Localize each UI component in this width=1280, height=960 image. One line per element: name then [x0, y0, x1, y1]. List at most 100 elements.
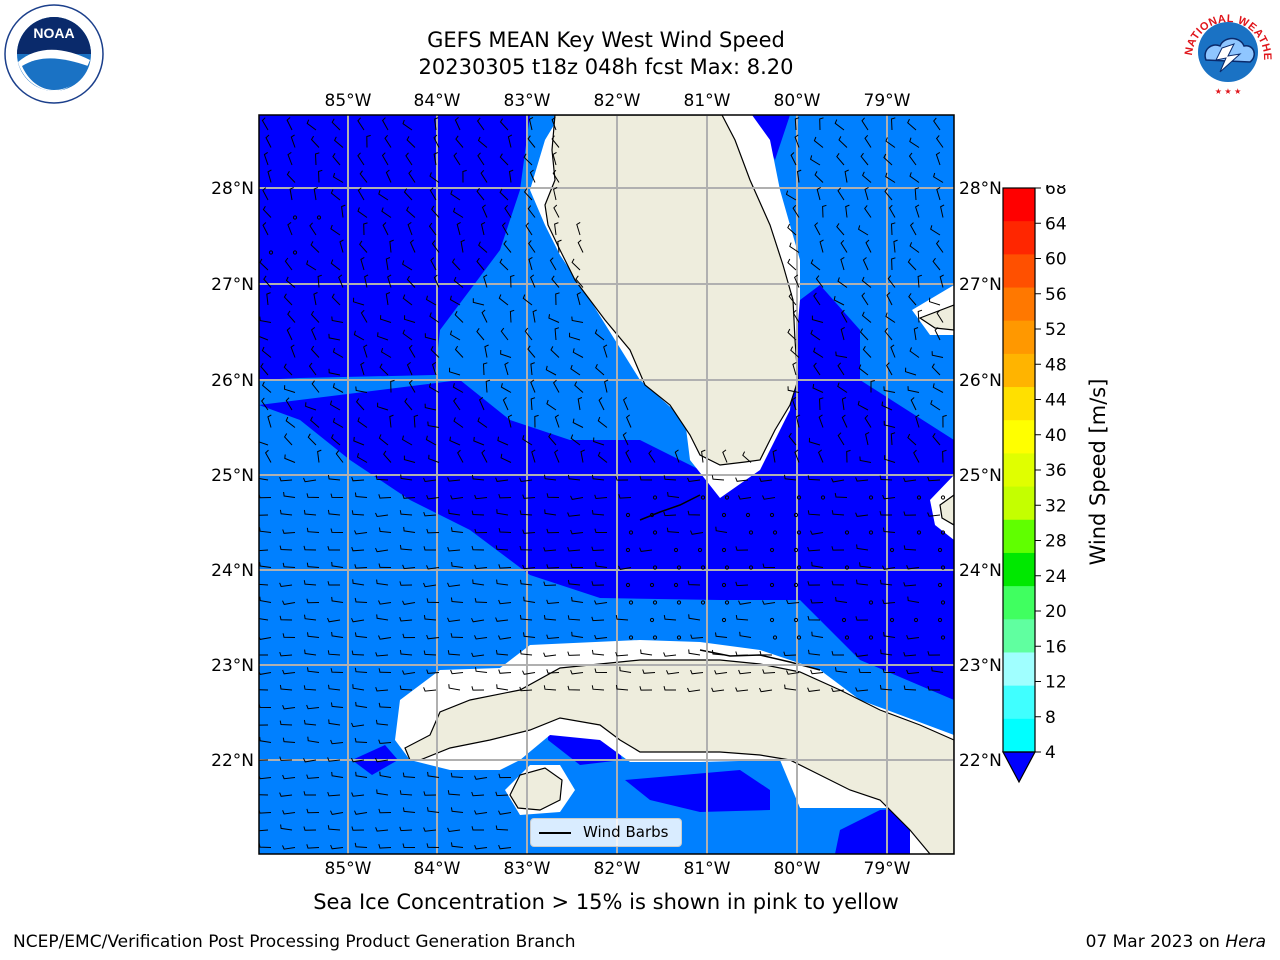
wind-barb	[862, 345, 872, 358]
wind-barb	[891, 257, 896, 271]
wind-barb	[387, 274, 392, 288]
wind-barb	[451, 258, 461, 271]
calm-marker	[793, 617, 799, 623]
wind-barb	[476, 117, 485, 131]
wind-barb	[927, 651, 941, 656]
wind-barb	[841, 397, 847, 411]
wind-barb	[449, 330, 461, 341]
wind-barb	[355, 771, 368, 778]
wind-barb	[309, 222, 317, 236]
wind-barb	[933, 117, 941, 131]
wind-barb	[311, 380, 320, 393]
wind-barb	[259, 316, 272, 323]
wind-barb	[385, 292, 391, 306]
wind-barb	[498, 810, 512, 815]
wind-barb	[907, 433, 917, 446]
wind-barb	[402, 119, 413, 131]
wind-barb	[836, 153, 845, 166]
wind-barb	[759, 477, 773, 482]
wind-barb	[476, 257, 485, 271]
wind-barb	[403, 526, 416, 533]
lon-label: 79°W	[864, 859, 911, 879]
wind-barb	[306, 774, 320, 779]
wind-barb	[880, 649, 893, 656]
calm-marker	[889, 547, 895, 553]
lat-label: 22°N	[211, 751, 254, 771]
wind-barb	[811, 315, 824, 323]
wind-barb	[355, 701, 368, 708]
wind-barb	[879, 510, 892, 516]
wind-barb	[615, 476, 629, 481]
wind-barb	[317, 449, 322, 463]
wind-barb	[500, 453, 512, 463]
wind-barb	[762, 563, 776, 568]
wind-barb	[864, 205, 872, 218]
wind-barb	[313, 292, 318, 306]
wind-barb	[571, 316, 584, 323]
colorbar-tick-label: 68	[1045, 185, 1067, 199]
wind-barb	[259, 759, 269, 761]
wind-barb	[259, 724, 269, 726]
wind-barb	[886, 292, 893, 306]
wind-barb	[914, 187, 920, 201]
wind-barb	[546, 493, 560, 498]
wind-barb	[330, 224, 341, 236]
lat-label: 23°N	[211, 656, 254, 676]
wind-barb	[389, 239, 394, 253]
wind-barb	[449, 436, 461, 446]
wind-barb	[519, 649, 533, 656]
colorbar-block	[1003, 552, 1035, 587]
calm-marker	[868, 495, 874, 500]
wind-barb	[426, 598, 440, 603]
calm-marker	[721, 547, 727, 553]
speed-band-0-4-se	[835, 808, 910, 854]
wind-barb	[857, 400, 869, 411]
wind-barb	[317, 169, 323, 183]
wind-barb	[283, 293, 293, 306]
wind-barb	[837, 187, 845, 201]
wind-barb	[527, 135, 536, 148]
footer-credit: NCEP/EMC/Verification Post Processing Pr…	[13, 932, 576, 952]
wind-barb	[939, 274, 944, 288]
wind-barb	[666, 670, 680, 675]
calm-marker	[697, 547, 703, 553]
wind-barb	[282, 737, 296, 743]
wind-barb	[474, 845, 488, 850]
wind-barb	[330, 810, 344, 815]
wind-barb	[576, 221, 581, 236]
wind-barb	[303, 791, 316, 796]
wind-barb	[351, 510, 365, 516]
wind-barb	[382, 222, 389, 236]
wind-barb	[402, 494, 416, 499]
wind-barb	[554, 222, 559, 236]
lat-label: 27°N	[211, 275, 254, 295]
wind-barb	[259, 477, 269, 481]
wind-barb	[430, 346, 440, 358]
wind-barb	[834, 492, 848, 498]
wind-barb	[279, 582, 293, 588]
wind-barb	[259, 618, 269, 621]
wind-barb	[353, 436, 365, 446]
wind-barb	[389, 414, 394, 428]
wind-barb	[888, 204, 896, 218]
wind-barb	[528, 116, 534, 131]
wind-barb	[835, 596, 848, 603]
wind-barb	[568, 332, 581, 341]
wind-barb	[792, 361, 797, 376]
colorbar-tick-label: 8	[1045, 708, 1056, 728]
colorbar-block	[1003, 519, 1035, 554]
wind-barb	[283, 385, 296, 393]
wind-barb	[554, 414, 560, 428]
wind-barb	[567, 651, 581, 656]
wind-barb	[287, 310, 296, 323]
wind-barb	[810, 329, 821, 341]
wind-barb	[378, 600, 392, 605]
wind-barb	[401, 435, 413, 446]
wind-barb	[399, 685, 413, 691]
wind-barb	[378, 527, 392, 533]
wind-barb	[870, 380, 875, 393]
wind-barb	[376, 789, 389, 796]
wind-barb	[855, 477, 869, 482]
calm-marker	[796, 635, 802, 640]
wind-barb	[735, 651, 749, 656]
